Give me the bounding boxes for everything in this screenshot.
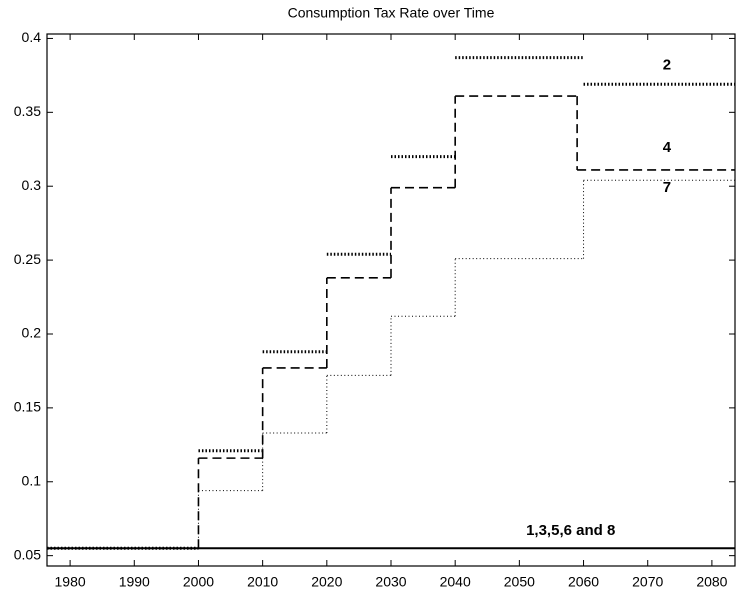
x-tick-label: 1980 (55, 574, 86, 590)
x-tick-label: 2040 (440, 574, 471, 590)
y-tick-label: 0.25 (14, 251, 41, 267)
x-tick-label: 2080 (696, 574, 727, 590)
y-tick-label: 0.35 (14, 103, 41, 119)
x-tick-label: 2070 (632, 574, 663, 590)
y-tick-label: 0.2 (22, 325, 42, 341)
x-tick-label: 2000 (183, 574, 214, 590)
y-tick-label: 0.4 (22, 29, 42, 45)
y-tick-label: 0.05 (14, 546, 41, 562)
y-tick-label: 0.1 (22, 472, 42, 488)
series-label: 1,3,5,6 and 8 (526, 522, 615, 539)
x-tick-label: 2010 (247, 574, 278, 590)
y-tick-label: 0.3 (22, 177, 42, 193)
x-tick-label: 2020 (311, 574, 342, 590)
x-tick-label: 2050 (504, 574, 535, 590)
x-tick-label: 1990 (119, 574, 150, 590)
y-tick-label: 0.15 (14, 399, 41, 415)
series-label: 4 (663, 139, 672, 156)
series-label: 7 (663, 179, 671, 196)
x-tick-label: 2060 (568, 574, 599, 590)
chart-title: Consumption Tax Rate over Time (288, 5, 495, 21)
x-tick-label: 2030 (375, 574, 406, 590)
plot-frame (46, 33, 736, 567)
series-label: 2 (663, 56, 671, 73)
